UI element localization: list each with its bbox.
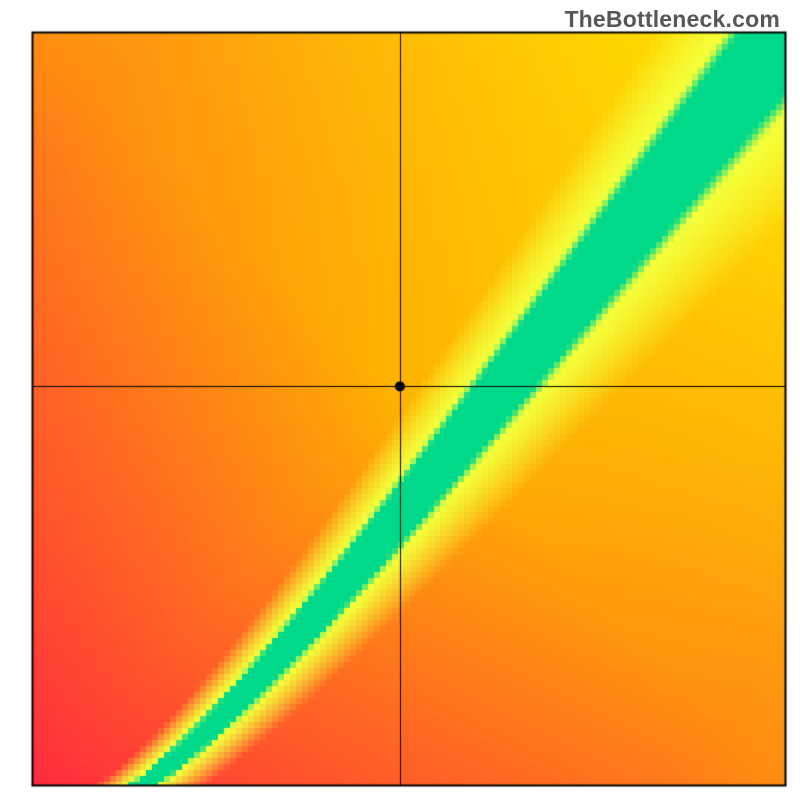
chart-container: TheBottleneck.com <box>0 0 800 800</box>
watermark-text: TheBottleneck.com <box>564 6 780 33</box>
bottleneck-heatmap <box>0 0 800 800</box>
